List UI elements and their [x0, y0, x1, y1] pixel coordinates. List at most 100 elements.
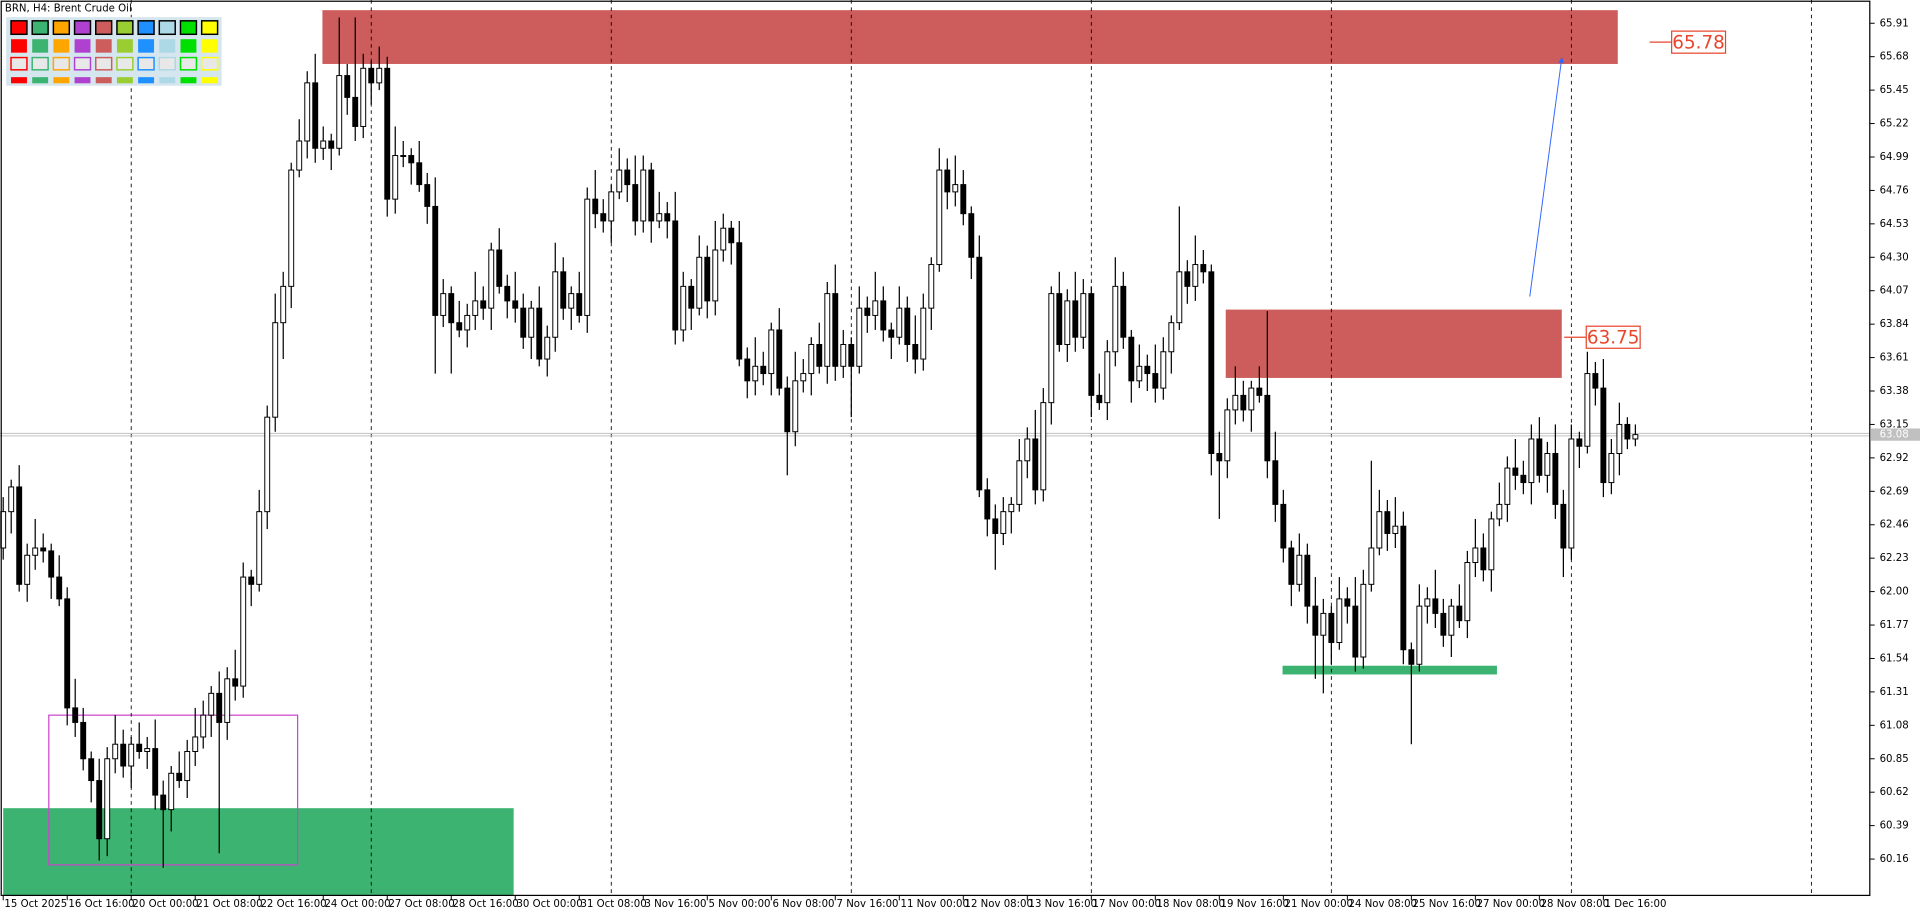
palette-swatch[interactable]	[32, 77, 49, 84]
candle-body	[1184, 271, 1191, 287]
palette-swatch[interactable]	[180, 77, 197, 84]
palette-swatch[interactable]	[138, 39, 155, 53]
price-zone	[1282, 665, 1497, 675]
palette-swatch[interactable]	[158, 20, 176, 36]
palette-swatch[interactable]	[138, 77, 155, 84]
candle-body	[224, 678, 231, 723]
palette-swatch[interactable]	[158, 56, 176, 71]
palette-swatch[interactable]	[116, 77, 133, 84]
palette-swatch[interactable]	[116, 39, 133, 53]
y-tick-label: 64.99	[1880, 152, 1909, 163]
y-tick-label: 65.45	[1880, 85, 1909, 96]
palette-swatch[interactable]	[179, 20, 198, 36]
x-tick-label: 27 Nov 00:00	[1477, 899, 1545, 910]
candle-body	[1448, 605, 1455, 636]
candle-body	[728, 227, 735, 244]
palette-swatch[interactable]	[31, 20, 49, 36]
palette-swatch[interactable]	[200, 56, 219, 71]
palette-swatch[interactable]	[11, 39, 27, 53]
palette-swatch[interactable]	[95, 56, 113, 71]
x-tick-label: 1 Dec 16:00	[1605, 899, 1667, 910]
palette-swatch[interactable]	[10, 20, 28, 36]
palette-swatch[interactable]	[159, 39, 176, 53]
candle-body	[1400, 525, 1407, 651]
palette-swatch[interactable]	[95, 39, 112, 53]
palette-swatch[interactable]	[74, 39, 91, 53]
palette-swatch[interactable]	[31, 56, 49, 71]
color-palette	[6, 17, 222, 86]
palette-swatch[interactable]	[11, 77, 27, 84]
candle-body	[1472, 547, 1479, 564]
candle-body	[1048, 293, 1055, 404]
x-tick-label: 25 Nov 16:00	[1413, 899, 1481, 910]
candle-body	[808, 344, 815, 375]
candle-body	[776, 329, 783, 389]
candle-body	[864, 307, 871, 316]
candle-body	[320, 140, 327, 149]
candle-body	[1144, 365, 1151, 375]
candle-body	[1464, 562, 1471, 622]
palette-swatch[interactable]	[201, 39, 218, 53]
candle-body	[600, 213, 607, 222]
candle-body	[256, 511, 263, 585]
palette-swatch[interactable]	[52, 56, 71, 71]
candle-body	[872, 300, 879, 316]
candle-body	[648, 169, 655, 222]
candle-body	[1072, 300, 1079, 338]
y-tick-label: 63.38	[1880, 386, 1909, 397]
palette-swatch[interactable]	[200, 20, 219, 36]
candle-body	[1456, 605, 1463, 622]
candle-body	[400, 155, 407, 158]
x-tick-label: 28 Oct 16:00	[452, 899, 518, 910]
palette-swatch[interactable]	[95, 20, 113, 36]
price-zone	[322, 10, 1618, 64]
candle-body	[1376, 511, 1383, 549]
x-tick-label: 7 Nov 16:00	[837, 899, 899, 910]
candle-body	[152, 748, 159, 796]
price-zone	[3, 808, 514, 896]
x-tick-label: 31 Oct 08:00	[580, 899, 646, 910]
palette-swatch[interactable]	[52, 20, 71, 36]
palette-swatch[interactable]	[116, 56, 134, 71]
palette-swatch[interactable]	[179, 56, 198, 71]
overlay-layer: 65.78 63.75	[1529, 30, 1727, 349]
candle-body	[448, 293, 455, 324]
candle-body	[632, 184, 639, 222]
candle-body	[32, 547, 39, 556]
candle-body	[88, 758, 95, 782]
y-tick-label: 61.54	[1880, 653, 1909, 664]
candle-body	[1080, 293, 1087, 338]
candle-body	[760, 365, 767, 375]
palette-swatch[interactable]	[32, 39, 49, 53]
palette-swatch[interactable]	[116, 20, 134, 36]
x-tick-label: 19 Nov 16:00	[1221, 899, 1289, 910]
candle-body	[1008, 503, 1015, 513]
candle-body	[392, 155, 399, 200]
palette-swatch[interactable]	[201, 77, 218, 84]
candle-body	[952, 184, 959, 193]
candle-body	[1232, 394, 1239, 411]
y-tick-label: 64.76	[1880, 185, 1909, 196]
candle-body	[1264, 394, 1271, 462]
palette-swatch[interactable]	[53, 77, 70, 84]
candle-body	[1152, 373, 1159, 389]
candle-body	[640, 169, 647, 222]
grid-layer	[0, 0, 1870, 896]
candle-body	[816, 344, 823, 367]
x-tick-label: 27 Oct 08:00	[388, 899, 454, 910]
candle-body	[344, 75, 351, 98]
palette-swatch[interactable]	[53, 39, 70, 53]
palette-swatch[interactable]	[159, 77, 176, 84]
palette-swatch[interactable]	[137, 20, 155, 36]
palette-swatch[interactable]	[74, 77, 91, 84]
candle-body	[1632, 434, 1639, 440]
palette-swatch[interactable]	[180, 39, 197, 53]
palette-swatch[interactable]	[73, 56, 92, 71]
candle-body	[720, 227, 727, 251]
palette-swatch[interactable]	[137, 56, 155, 71]
candle-body	[712, 249, 719, 302]
palette-swatch[interactable]	[10, 56, 28, 71]
candle-body	[1160, 351, 1167, 389]
palette-swatch[interactable]	[73, 20, 92, 36]
palette-swatch[interactable]	[95, 77, 112, 84]
